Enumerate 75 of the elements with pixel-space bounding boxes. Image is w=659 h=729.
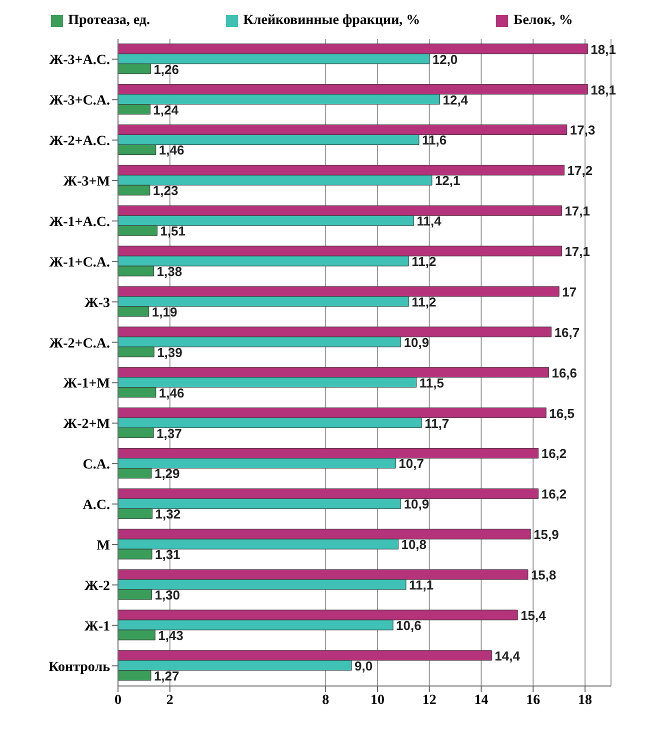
- data-label: 12,0: [432, 52, 458, 67]
- y-tick-label: Ж-2+М: [63, 417, 110, 432]
- y-tick-label: Ж-3+М: [63, 174, 110, 190]
- data-label: 11,4: [416, 214, 442, 229]
- data-label: 18,1: [590, 42, 616, 57]
- legend-label: Белок, %: [512, 13, 573, 29]
- data-label: 11,6: [422, 132, 447, 148]
- data-label: 12,1: [434, 173, 460, 188]
- data-label: 16,7: [554, 324, 580, 340]
- data-label: 11,5: [419, 375, 444, 390]
- y-tick-label: Ж-1+М: [63, 376, 110, 392]
- data-label: 14,4: [494, 648, 521, 664]
- data-label: 16,2: [541, 486, 567, 502]
- data-label: 11,2: [412, 254, 436, 270]
- data-label: 1,32: [155, 506, 181, 522]
- data-label: 11,1: [409, 578, 434, 593]
- y-tick-label: Ж-3: [84, 296, 110, 311]
- legend-label: Клейковинные фракции, %: [242, 13, 420, 29]
- data-label: 16,2: [541, 446, 567, 462]
- data-label: 17,1: [564, 204, 590, 219]
- data-label: 1,31: [154, 547, 180, 562]
- data-label: 1,46: [158, 385, 184, 400]
- y-tick-label: М: [96, 538, 110, 554]
- data-label: 18,1: [590, 82, 616, 98]
- data-label: 10,9: [404, 496, 430, 512]
- data-label: 10,7: [398, 456, 424, 472]
- data-label: 1,39: [157, 344, 182, 360]
- x-tick-label: 18: [578, 692, 592, 708]
- data-label: 16,5: [549, 406, 574, 421]
- data-label: 1,46: [158, 142, 184, 158]
- data-label: 9,0: [354, 658, 373, 674]
- y-tick-label: Ж-2+А.С.: [49, 134, 110, 150]
- data-label: 15,8: [530, 568, 556, 583]
- data-label: 15,9: [534, 527, 559, 542]
- data-label: 1,43: [158, 628, 184, 643]
- data-label: 15,4: [520, 608, 547, 623]
- y-tick-label: Контроль: [48, 660, 111, 675]
- data-label: 16,6: [552, 365, 578, 380]
- y-tick-label: Ж-1+А.С.: [49, 214, 110, 230]
- data-label: 1,26: [154, 62, 180, 77]
- data-label: 1,37: [156, 426, 182, 441]
- data-label: 17,3: [570, 122, 596, 138]
- data-label: 10,8: [401, 537, 427, 552]
- data-label: 10,9: [404, 334, 430, 350]
- y-tick-label: Ж-2: [84, 578, 110, 594]
- y-tick-label: А.С.: [82, 498, 110, 513]
- data-label: 1,23: [152, 183, 178, 198]
- x-tick-label: 12: [422, 692, 436, 708]
- y-tick-label: Ж-2+С.А.: [49, 336, 110, 352]
- x-tick-label: 16: [526, 692, 540, 708]
- x-tick-label: 0: [114, 692, 122, 708]
- data-label: 1,51: [160, 224, 186, 239]
- data-label: 11,7: [424, 416, 450, 431]
- data-label: 17: [562, 284, 577, 300]
- data-label: 1,29: [154, 466, 180, 482]
- data-label: 10,6: [396, 618, 422, 633]
- data-label: 1,30: [154, 588, 180, 603]
- data-label: 17,2: [567, 163, 593, 178]
- data-label: 1,27: [154, 668, 180, 684]
- y-tick-label: С.А.: [82, 458, 110, 473]
- data-label: 11,2: [412, 294, 436, 310]
- data-label: 12,4: [442, 92, 469, 108]
- x-tick-label: 10: [370, 692, 384, 708]
- data-label: 1,19: [152, 304, 178, 320]
- data-label: 1,38: [156, 264, 182, 280]
- data-label: 17,1: [564, 244, 590, 260]
- x-tick-label: 8: [322, 692, 330, 708]
- y-tick-label: Ж-1: [84, 619, 110, 634]
- data-label: 1,24: [153, 102, 180, 118]
- x-tick-label: 14: [474, 692, 488, 708]
- y-tick-label: Ж-3+С.А.: [49, 94, 110, 109]
- x-tick-label: 2: [166, 692, 174, 708]
- y-tick-label: Ж-3+А.С.: [49, 53, 110, 68]
- legend-label: Протеаза, ед.: [67, 13, 150, 29]
- y-tick-label: Ж-1+С.А.: [49, 255, 110, 270]
